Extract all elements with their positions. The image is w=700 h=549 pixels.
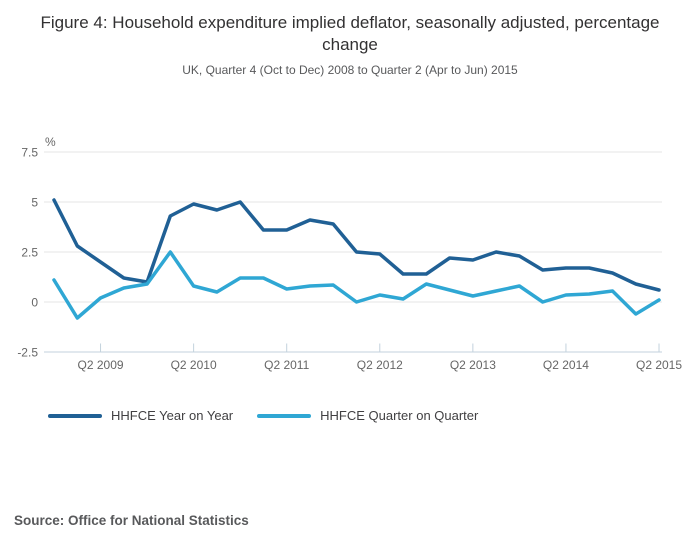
y-tick-label: 5 bbox=[31, 196, 38, 210]
qoq-line-swatch bbox=[257, 413, 312, 418]
chart-subtitle: UK, Quarter 4 (Oct to Dec) 2008 to Quart… bbox=[182, 63, 518, 77]
legend-item-qoq: HHFCE Quarter on Quarter bbox=[257, 408, 478, 423]
legend-label-yoy: HHFCE Year on Year bbox=[111, 408, 234, 423]
x-tick-label: Q2 2014 bbox=[543, 358, 589, 372]
x-tick-label: Q2 2010 bbox=[171, 358, 217, 372]
line-chart-plot: 7.5 5 2.5 0 -2.5% Q2 2009 Q2 2010 Q2 2011 Q2 201… bbox=[17, 135, 682, 372]
y-tick-label: 2.5 bbox=[21, 246, 38, 260]
yoy-line-swatch bbox=[48, 413, 102, 418]
x-tick-label: Q2 2009 bbox=[78, 358, 124, 372]
legend-item-yoy: HHFCE Year on Year bbox=[48, 408, 233, 423]
series-line-year-on-year bbox=[52, 198, 661, 292]
legend-label-qoq: HHFCE Quarter on Quarter bbox=[320, 408, 479, 423]
source-note: Source: Office for National Statistics bbox=[14, 513, 249, 528]
chart-title: Figure 4: Household expenditure implied … bbox=[40, 13, 660, 54]
x-tick-label: Q2 2012 bbox=[357, 358, 403, 372]
y-tick-label: 0 bbox=[31, 296, 38, 310]
x-tick-label: Q2 2011 bbox=[264, 358, 309, 372]
x-tick-label: Q2 2013 bbox=[450, 358, 496, 372]
x-tick-label: Q2 2015 bbox=[636, 358, 682, 372]
legend: HHFCE Year on Year HHFCE Quarter on Quar… bbox=[48, 408, 478, 423]
y-tick-label: -2.5 bbox=[17, 346, 38, 360]
series-line-quarter-on-quarter bbox=[52, 250, 661, 320]
y-tick-label: 7.5 bbox=[21, 146, 38, 160]
y-axis-unit-label: % bbox=[45, 135, 56, 149]
